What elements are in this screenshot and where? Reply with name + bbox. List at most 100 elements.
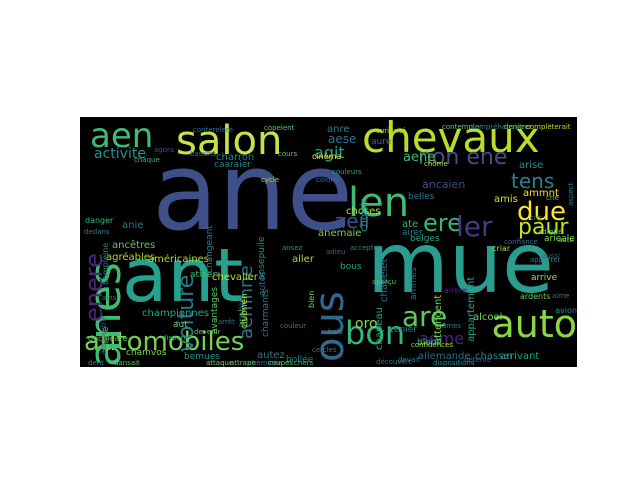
cloud-word: belles — [408, 192, 435, 202]
cloud-word: anemaie — [318, 228, 362, 239]
cloud-word: charmants — [261, 289, 271, 337]
cloud-word: aene — [403, 150, 436, 165]
cloud-word: conterelere — [193, 126, 233, 134]
cloud-word: bols — [328, 328, 343, 336]
cloud-word: accepte — [350, 244, 378, 252]
cloud-word: alcool — [473, 312, 503, 323]
cloud-word: adieu — [326, 248, 346, 256]
cloud-word: crie — [546, 194, 559, 202]
cloud-word: denitrer — [504, 123, 532, 131]
cloud-word: compréhensive — [471, 123, 525, 131]
cloud-word: arieale — [544, 234, 575, 244]
cloud-word: aperçu — [372, 278, 397, 286]
cloud-word: devenir — [194, 328, 221, 336]
cloud-word: cercles — [312, 346, 337, 354]
cloud-word: chevaux — [362, 117, 540, 162]
cloud-word: ainsi — [102, 294, 119, 302]
cloud-word: américaines — [148, 254, 210, 265]
cloud-word: bon — [345, 314, 406, 352]
cloud-word: bompleine — [101, 243, 110, 286]
cloud-word: aime — [552, 292, 570, 300]
cloud-word: arise — [519, 160, 544, 171]
cloud-word: ammnt — [523, 188, 559, 199]
cloud-word: dedans — [84, 228, 110, 236]
cloud-word: amis — [494, 194, 518, 205]
cloud-word: arrive — [531, 273, 558, 283]
cloud-word: championnes — [142, 308, 209, 319]
cloud-word: confiance — [504, 238, 538, 246]
cloud-word: chaque — [134, 156, 160, 164]
cloud-word: danger — [85, 216, 114, 225]
cloud-word: caaraier — [214, 160, 251, 170]
cloud-word: are — [402, 300, 448, 333]
cloud-word: arrivant — [500, 351, 540, 362]
cloud-word: chamvos — [126, 348, 167, 358]
cloud-word: ancaien — [422, 178, 466, 191]
cloud-word: cric — [530, 214, 543, 222]
cloud-word: dansait — [114, 359, 140, 367]
cloud-word: confidences — [411, 341, 453, 349]
cloud-word: couleur — [280, 322, 307, 330]
cloud-word: tens — [511, 169, 555, 193]
cloud-word: cycle — [261, 176, 280, 184]
cloud-word: ant — [122, 233, 244, 319]
cloud-word: ane — [152, 130, 354, 255]
cloud-word: bemues — [184, 352, 220, 362]
cloud-word: découvert — [376, 358, 412, 366]
cloud-word: aeil — [334, 209, 370, 233]
cloud-word: complèterait — [526, 123, 571, 131]
cloud-word: copelent — [264, 124, 295, 132]
cloud-word: aese — [328, 132, 357, 146]
cloud-word: contempler — [442, 123, 483, 131]
cloud-word: auto — [558, 236, 574, 244]
cloud-word: aspect — [567, 183, 575, 207]
cloud-word: ate — [402, 219, 419, 230]
cloud-word: choisir — [359, 199, 370, 232]
cloud-word: chasser — [475, 351, 514, 362]
cloud-word: charron — [216, 152, 255, 163]
cloud-word: attendent — [433, 295, 444, 345]
cloud-word: oro — [355, 316, 378, 332]
cloud-word: attrape — [230, 359, 256, 367]
cloud-word: cenier — [389, 325, 417, 335]
cloud-word: len — [348, 180, 410, 226]
cloud-word: changeant — [205, 225, 215, 273]
cloud-word: chevalier — [212, 272, 258, 283]
cloud-word: curiosité — [376, 127, 407, 135]
cloud-word: atiaen — [190, 270, 219, 280]
cloud-word: due — [517, 197, 566, 227]
cloud-word: bien — [307, 291, 316, 309]
cloud-word: dent — [88, 359, 104, 367]
cloud-word: allemande — [418, 351, 471, 362]
cloud-word: aeme — [419, 329, 465, 348]
cloud-word: non ene — [418, 145, 508, 170]
cloud-word: ardents — [520, 292, 551, 301]
cloud-word: auto — [491, 302, 577, 346]
cloud-word: criar — [492, 244, 511, 253]
cloud-word: bollée — [286, 355, 314, 365]
cloud-word: agora — [154, 146, 175, 154]
cloud-word: couleurs — [332, 168, 362, 176]
cloud-word: cinéma — [312, 152, 342, 161]
cloud-word: apporter — [530, 256, 561, 264]
cloud-word: appartement — [466, 277, 477, 343]
cloud-word: airer — [402, 228, 423, 238]
cloud-word: aussi — [542, 252, 560, 260]
cloud-word: chers — [294, 359, 314, 367]
cloud-word: salon — [176, 118, 283, 164]
cloud-word: blanc — [417, 338, 442, 348]
cloud-word: attaque — [206, 359, 234, 367]
cloud-word: chôme — [424, 160, 448, 168]
cloud-word: dispositions — [433, 359, 475, 367]
cloud-word: autez — [257, 350, 285, 361]
cloud-word: anie — [122, 220, 144, 231]
cloud-word: belges — [410, 234, 440, 244]
cloud-word: cheminée — [248, 359, 283, 367]
cloud-word: devait — [398, 356, 420, 364]
cloud-word: détente — [464, 356, 492, 364]
cloud-word: ansez — [282, 244, 303, 252]
cloud-word: activite — [94, 146, 146, 162]
cloud-word: paur — [518, 215, 569, 240]
cloud-word: arrêt — [218, 318, 235, 326]
cloud-word: aut — [173, 320, 188, 330]
